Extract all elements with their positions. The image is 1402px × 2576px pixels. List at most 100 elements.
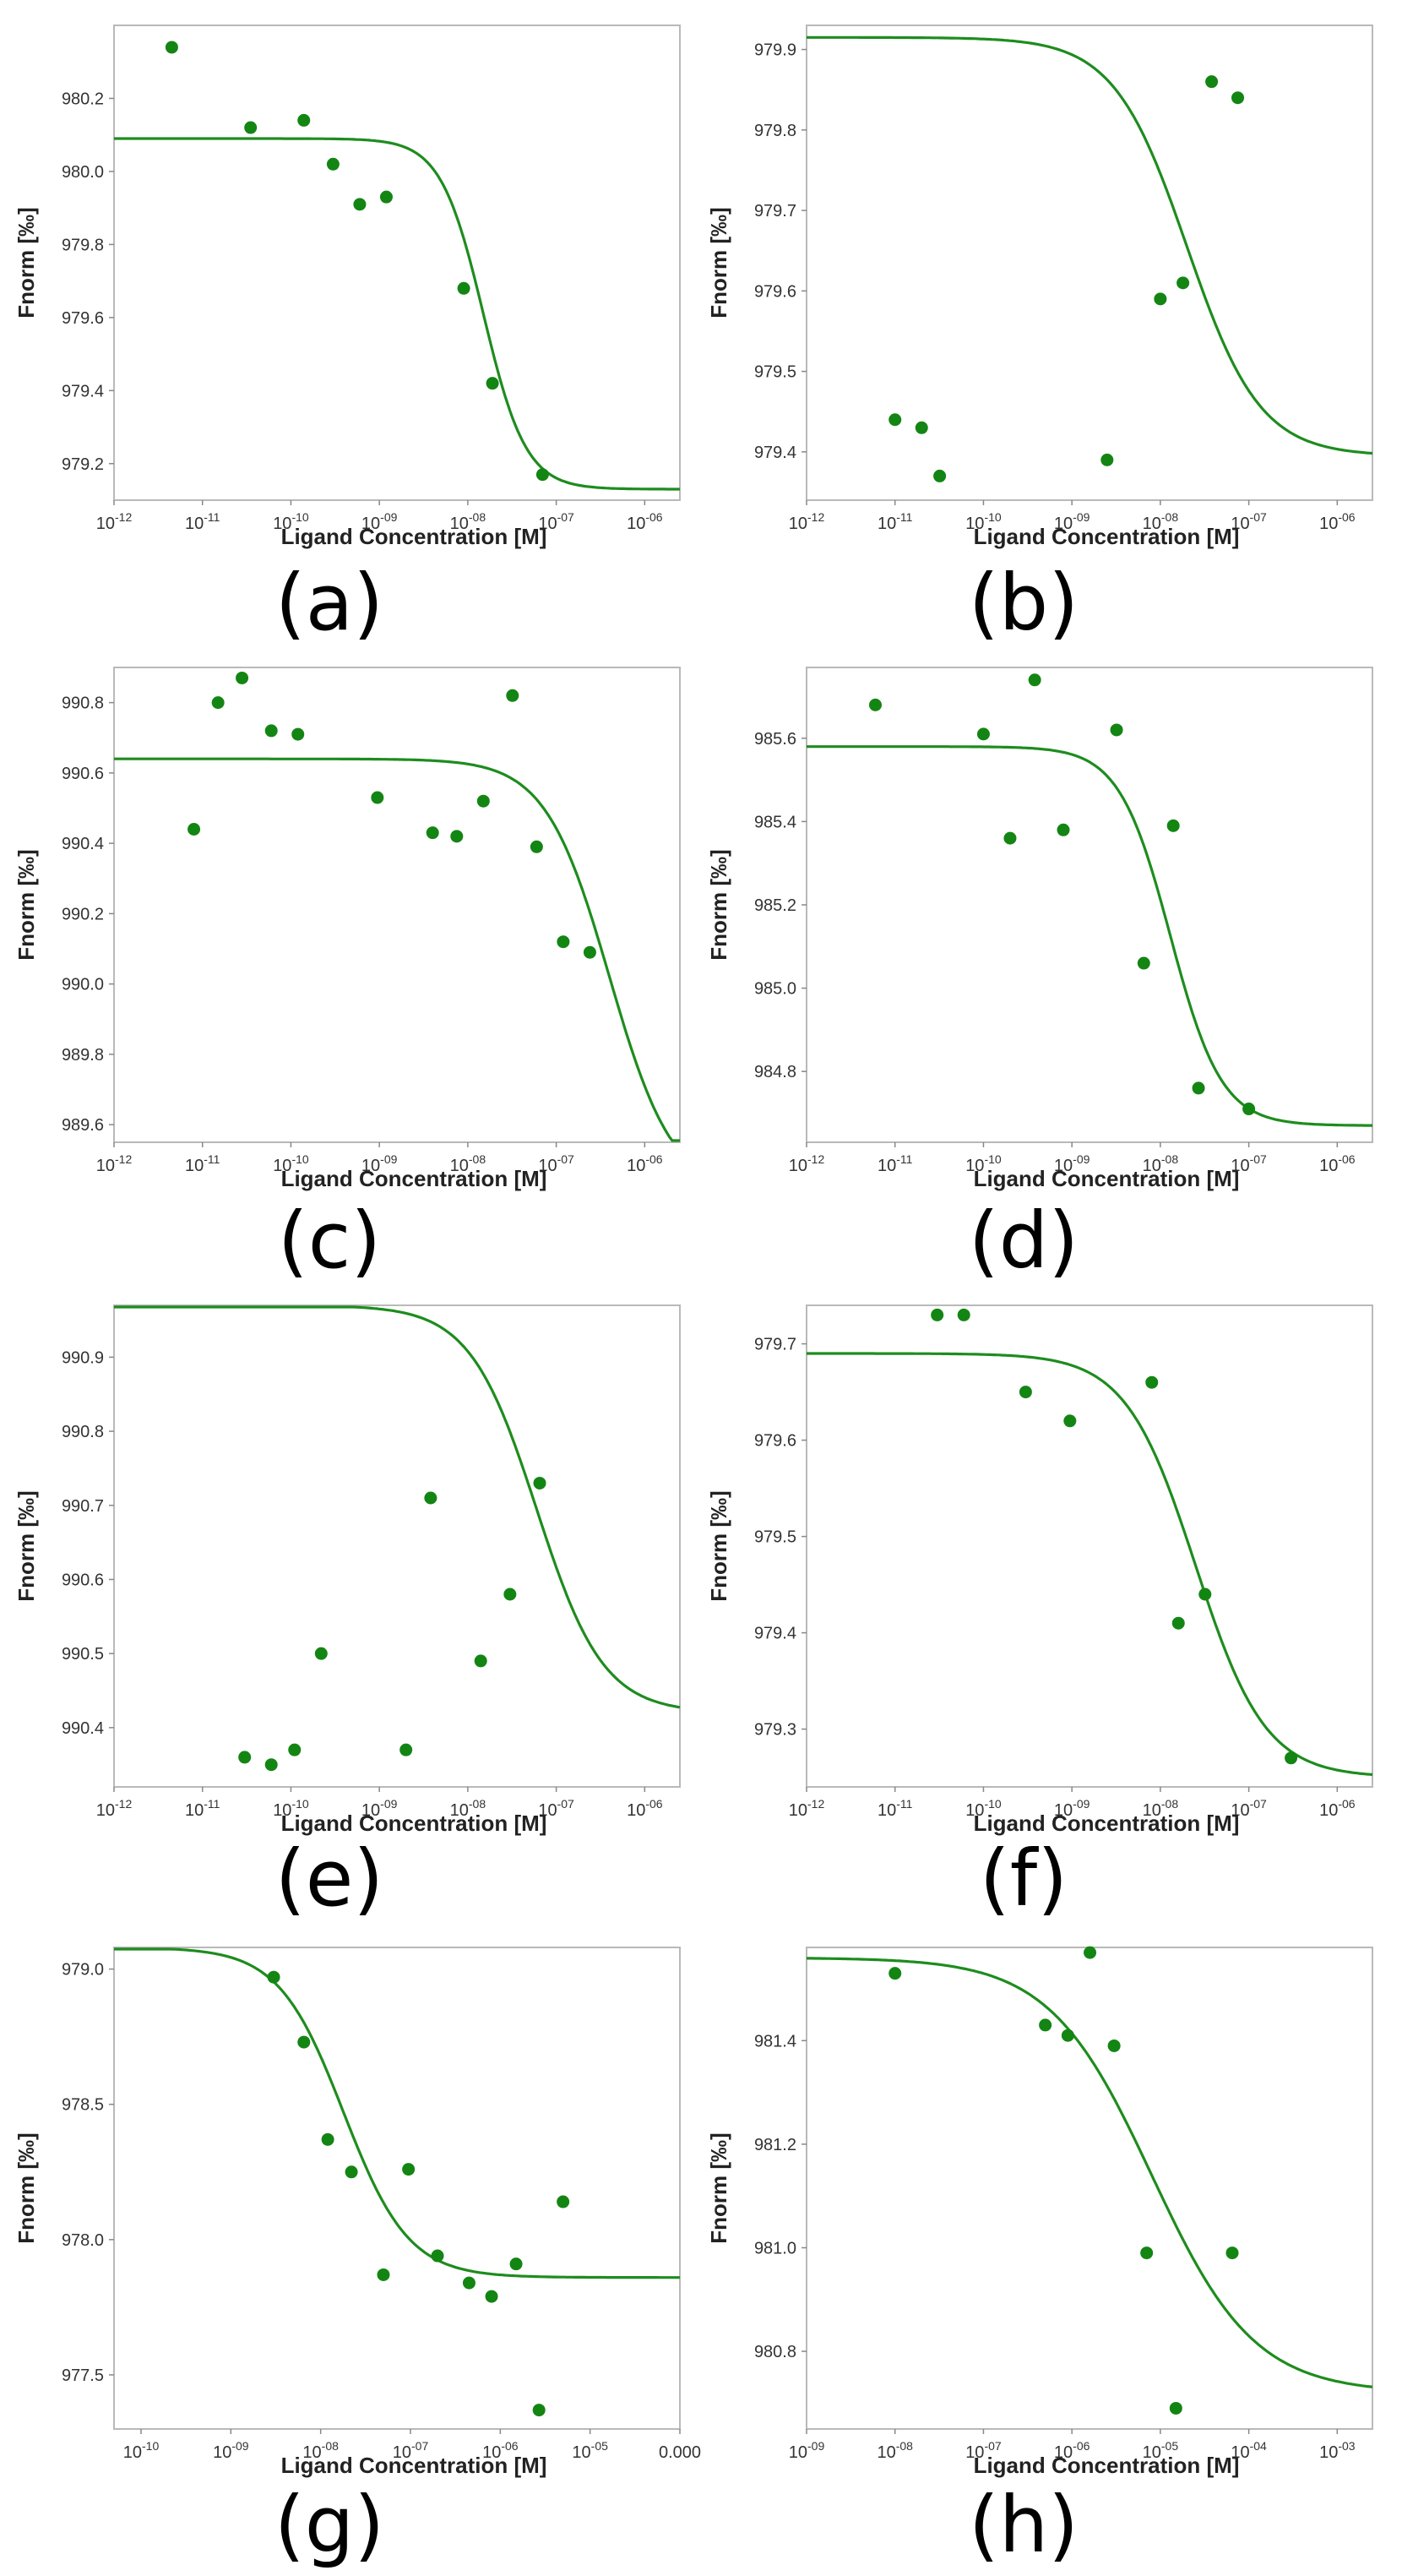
data-point [486,377,499,390]
data-point [267,1970,280,1984]
data-point [353,198,367,211]
y-axis-title: Fnorm [‰] [706,207,731,318]
x-tick-label: 10-11 [878,510,913,533]
data-point [345,2165,358,2179]
data-point [1107,2039,1121,2052]
data-point [557,2195,570,2208]
y-tick-label: 990.8 [62,694,104,713]
plot-frame [806,1947,1373,2430]
data-point [957,1308,970,1321]
y-tick-label: 979.9 [754,41,796,60]
x-tick-label: 10-08 [450,1797,486,1820]
y-axis-title: Fnorm [‰] [14,2132,39,2243]
y-tick-label: 990.4 [62,835,104,853]
x-tick-label: 10-06 [1319,1152,1356,1175]
y-tick-label: 990.6 [62,1571,104,1589]
y-tick-label: 979.0 [62,1961,104,1980]
y-tick-label: 985.4 [754,813,796,831]
y-axis-title: Fnorm [‰] [14,1490,39,1601]
y-tick-label: 979.6 [754,1432,796,1451]
data-point [165,41,178,54]
data-point [509,2257,523,2271]
y-tick-label: 979.4 [62,382,104,400]
y-tick-label: 990.2 [62,905,104,923]
data-point [476,794,490,808]
x-tick-label: 10-10 [273,510,309,533]
x-tick-label: 10-07 [538,1797,574,1820]
data-point [399,1743,413,1756]
data-point [238,1751,252,1764]
data-point [264,1758,278,1772]
data-point [888,1967,902,1980]
data-point [288,1743,302,1756]
data-point [1100,453,1114,466]
data-point [297,2035,311,2049]
data-point [211,696,225,710]
x-tick-label: 10-11 [185,1797,220,1820]
data-point [244,121,258,134]
data-point [1242,1103,1256,1116]
y-tick-label: 989.8 [62,1046,104,1065]
x-tick-label: 10-11 [878,1797,913,1820]
x-tick-label: 10-07 [393,2439,429,2462]
fit-curve [114,137,680,491]
x-axis-title: Ligand Concentration [M] [974,524,1240,549]
data-point [450,830,464,843]
data-point [915,421,928,434]
x-tick-label: 10-10 [273,1152,309,1175]
data-point [377,2268,390,2281]
x-tick-label: 10-09 [361,510,398,533]
y-axis-title: Fnorm [‰] [706,2132,731,2243]
x-tick-label: 10-05 [572,2439,608,2462]
y-tick-label: 979.5 [754,1528,796,1547]
data-point [583,945,596,959]
x-tick-label: 10-07 [1231,1152,1267,1175]
data-point [1166,819,1180,832]
x-tick-label: 10-09 [789,2439,825,2462]
chart-panel-1: 979.2 979.4 979.6 979.8 980.0 980.2 10-12 10-11… [14,25,681,648]
x-tick-label: 10-09 [361,1797,398,1820]
fit-curve [807,35,1373,455]
x-tick-label: 10-07 [965,2439,1002,2462]
data-point [485,2290,498,2303]
x-tick-label: 10-11 [185,510,220,533]
data-point [1063,1414,1077,1428]
x-tick-label: 10-12 [96,1152,133,1175]
y-tick-label: 979.4 [754,1625,796,1643]
x-tick-label: 10-08 [1143,510,1179,533]
x-tick-label: 10-08 [877,2439,913,2462]
data-point [868,698,882,711]
y-tick-label: 979.5 [754,363,796,382]
x-tick-label: 10-08 [1143,1152,1179,1175]
x-tick-label: 10-09 [213,2439,249,2462]
data-point [1137,956,1150,970]
data-point [1145,1375,1159,1389]
data-point [1028,673,1041,687]
y-tick-label: 978.5 [62,2096,104,2115]
y-tick-label: 980.0 [62,163,104,182]
data-point [1003,831,1017,845]
data-point [474,1654,487,1668]
x-tick-label: 10-09 [361,1152,398,1175]
x-tick-label: 10-06 [627,1152,663,1175]
data-point [402,2163,416,2176]
y-tick-label: 990.6 [62,765,104,783]
data-point [187,822,201,836]
data-point [931,1308,944,1321]
y-tick-label: 985.0 [754,980,796,999]
x-tick-label: 10-11 [185,1152,220,1175]
panel-label: (e) [275,1833,383,1924]
data-point [535,468,549,482]
x-tick-label: 10-10 [273,1797,309,1820]
chart-panel-4: 984.8 985.0 985.2 985.4 985.6 10-12 10-11 10-10… [706,667,1373,1286]
x-tick-label: 10-11 [878,1152,913,1175]
x-tick-label: 10-06 [1054,2439,1090,2462]
x-tick-label: 10-12 [96,1797,133,1820]
data-point [533,1476,546,1490]
fit-curve [807,745,1372,1127]
data-point [557,935,570,949]
data-point [426,826,439,840]
data-point [1205,75,1219,89]
x-tick-label: 10-12 [789,1152,825,1175]
